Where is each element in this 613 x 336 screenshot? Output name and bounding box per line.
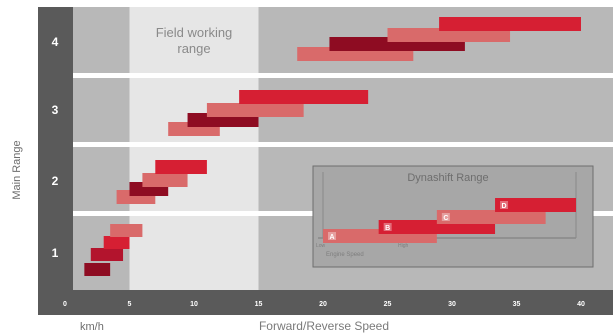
dynashift-steps: A B C D — [323, 198, 576, 243]
y-axis-title: Main Range — [11, 140, 23, 199]
dynashift-high-label: High — [398, 243, 409, 249]
dynashift-step-c-label: C — [443, 215, 448, 222]
x-tick-35: 35 — [513, 301, 521, 308]
dynashift-step-a-label: A — [329, 234, 334, 241]
x-tick-10: 10 — [190, 301, 198, 308]
dynashift-title: Dynashift Range — [407, 172, 488, 184]
bar-range-1-2 — [90, 248, 124, 261]
range-labels: 1 2 3 4 — [52, 35, 59, 260]
bottom-axis-band — [38, 290, 613, 315]
dynashift-inset: Dynashift Range A B C D Low High Engine Spe… — [312, 165, 594, 268]
speed-bars — [84, 17, 581, 276]
x-axis-title: Forward/Reverse Speed — [259, 319, 389, 333]
range-label-2: 2 — [52, 174, 59, 188]
range-label-1: 1 — [52, 246, 59, 260]
x-tick-30: 30 — [448, 301, 456, 308]
bar-range-3-3 — [206, 103, 304, 117]
field-working-range-text: Field working range — [156, 25, 233, 56]
dynashift-step-c-marker — [441, 213, 450, 221]
dynashift-low-label: Low — [316, 243, 326, 249]
bar-range-2-3 — [142, 173, 188, 187]
x-axis-ticks: 0 5 10 15 20 25 30 35 40 — [63, 301, 585, 308]
dynashift-engine-speed-label: Engine Speed — [326, 252, 364, 258]
bar-range-3-4 — [239, 90, 369, 104]
range-label-4: 4 — [52, 35, 59, 49]
bar-range-4-4 — [439, 17, 581, 31]
x-tick-40: 40 — [577, 301, 585, 308]
field-working-range-label: Field working range — [156, 25, 233, 56]
dynashift-step-c — [436, 210, 546, 224]
range-separator-4-3 — [73, 73, 613, 78]
x-tick-0: 0 — [63, 301, 67, 308]
bar-range-1-4 — [110, 224, 143, 237]
x-tick-5: 5 — [128, 301, 132, 308]
range-separator-3-2 — [73, 142, 613, 147]
speed-unit-label: km/h — [80, 321, 104, 333]
bar-range-4-3 — [387, 28, 511, 42]
x-tick-25: 25 — [384, 301, 392, 308]
bar-range-2-4 — [155, 160, 207, 174]
bar-range-1-1 — [84, 263, 111, 276]
dynashift-step-d — [495, 198, 576, 212]
dynashift-step-a-marker — [328, 232, 336, 240]
range-label-3: 3 — [52, 103, 59, 117]
dynashift-step-b-marker — [383, 223, 392, 231]
x-tick-20: 20 — [319, 301, 327, 308]
left-axis-band — [38, 7, 73, 315]
dynashift-step-d-label: D — [502, 203, 507, 210]
field-working-range-band — [129, 7, 259, 290]
bar-range-1-3 — [103, 236, 130, 249]
dynashift-step-d-marker — [500, 201, 509, 209]
x-tick-15: 15 — [255, 301, 263, 308]
dynashift-step-b-label: B — [385, 225, 390, 232]
